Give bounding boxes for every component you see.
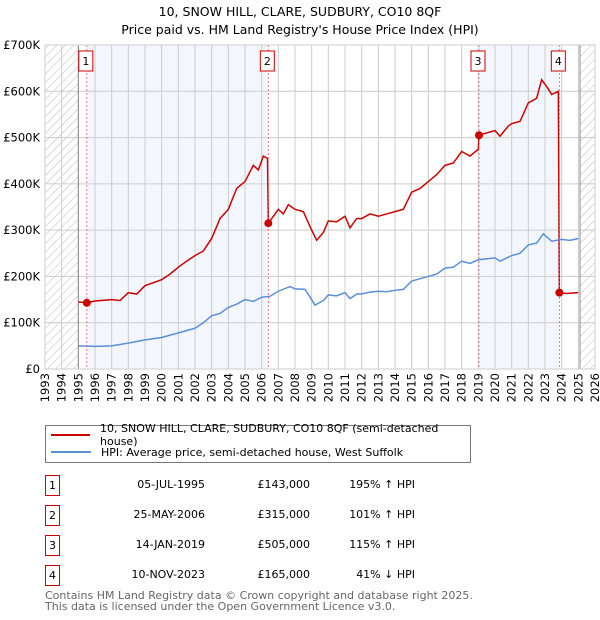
x-tick-label: 2006	[255, 373, 269, 402]
y-tick-label: £200K	[3, 269, 40, 283]
x-tick-label: 2003	[205, 373, 219, 402]
x-tick-label: 1996	[88, 373, 102, 402]
x-tick-label: 2015	[405, 373, 419, 402]
legend-swatch-property	[51, 434, 91, 436]
sale-row: 2 25-MAY-2006 £315,000 101% ↑ HPI	[45, 505, 465, 526]
sale-label-box	[259, 50, 275, 72]
plot-border	[44, 44, 596, 370]
x-tick-label: 2016	[421, 373, 435, 402]
sale-point	[475, 131, 483, 140]
footer-licence: This data is licensed under the Open Gov…	[45, 600, 396, 613]
chart-title: 10, SNOW HILL, CLARE, SUDBURY, CO10 8QF	[158, 4, 442, 19]
x-tick-label: 2011	[338, 373, 352, 402]
sale-label-number: 1	[82, 55, 89, 68]
sale-hpi-diff: 101% ↑ HPI	[349, 508, 415, 521]
y-tick-label: £700K	[3, 38, 40, 52]
x-tick-label: 2012	[355, 373, 369, 402]
sale-row: 3 14-JAN-2019 £505,000 115% ↑ HPI	[45, 535, 465, 556]
x-tick-label: 2004	[221, 373, 235, 402]
sale-date: 14-JAN-2019	[135, 538, 205, 551]
sale-date: 25-MAY-2006	[133, 508, 205, 521]
x-tick-label: 1998	[121, 373, 135, 402]
legend-label-hpi: HPI: Average price, semi-detached house,…	[101, 445, 404, 459]
hpi-line	[78, 232, 579, 348]
ownership-shade	[86, 45, 269, 369]
legend-label-property: 10, SNOW HILL, CLARE, SUDBURY, CO10 8QF …	[100, 422, 439, 448]
plot-area: £0 £100K £200K £300K £400K £500K £600K £700K 199…	[3, 38, 600, 402]
x-tick-label: 2018	[455, 373, 469, 402]
sale-hpi-diff: 115% ↑ HPI	[349, 538, 415, 551]
x-tick-label: 1993	[38, 373, 52, 402]
x-tick-label: 2013	[371, 373, 385, 402]
sale-point	[264, 219, 273, 228]
sale-label-number: 4	[555, 55, 562, 68]
x-tick-label: 2008	[288, 373, 302, 402]
footer-copyright: Contains HM Land Registry data © Crown c…	[45, 589, 473, 602]
sale-label-box	[550, 50, 566, 72]
x-tick-label: 2010	[321, 373, 335, 402]
sale-number-badge: 4	[45, 565, 60, 586]
y-tick-label: £500K	[3, 131, 40, 145]
y-tick-label: £100K	[3, 316, 40, 330]
sale-point	[555, 288, 564, 297]
sale-label-number: 3	[475, 55, 482, 68]
sale-date: 10-NOV-2023	[131, 568, 205, 581]
legend-swatch-hpi	[51, 451, 91, 453]
x-tick-label: 2005	[238, 373, 252, 402]
y-tick-label: £300K	[3, 223, 40, 237]
x-tick-label: 2021	[505, 373, 519, 402]
x-tick-label: 2024	[555, 373, 569, 402]
y-tick-label: £0	[25, 362, 40, 376]
sale-label-box	[78, 50, 94, 72]
hatched-region-post-data	[580, 45, 595, 369]
sale-price: £143,000	[257, 478, 311, 491]
sale-price: £505,000	[257, 538, 311, 551]
x-tick-label: 2007	[271, 373, 285, 402]
sale-hpi-diff: 195% ↑ HPI	[349, 478, 415, 491]
x-tick-label: 1999	[138, 373, 152, 402]
x-tick-label: 2019	[471, 373, 485, 402]
x-tick-label: 2000	[155, 373, 169, 402]
x-tick-label: 1995	[71, 373, 85, 402]
sale-number-badge: 1	[45, 475, 60, 496]
sale-number-badge: 3	[45, 535, 60, 556]
sale-point	[82, 298, 91, 307]
sale-row: 1 05-JUL-1995 £143,000 195% ↑ HPI	[45, 475, 465, 496]
x-tick-label: 2022	[521, 373, 535, 402]
x-tick-label: 2025	[571, 373, 585, 402]
sale-label-number: 2	[264, 55, 271, 68]
x-tick-label: 2026	[588, 373, 600, 402]
sale-number-badge: 2	[45, 505, 60, 526]
legend: 10, SNOW HILL, CLARE, SUDBURY, CO10 8QF …	[45, 422, 471, 463]
x-tick-label: 1994	[55, 373, 69, 402]
ownership-shade	[479, 45, 560, 369]
sale-price: £315,000	[257, 508, 311, 521]
sale-hpi-diff: 41% ↓ HPI	[356, 568, 415, 581]
sale-label-box	[470, 50, 486, 72]
x-tick-label: 2017	[438, 373, 452, 402]
sale-date: 05-JUL-1995	[137, 478, 205, 491]
x-tick-label: 2009	[305, 373, 319, 402]
x-tick-label: 2023	[538, 373, 552, 402]
y-tick-label: £400K	[3, 177, 40, 191]
chart-subtitle: Price paid vs. HM Land Registry's House …	[121, 22, 479, 37]
property-price-line	[78, 77, 579, 304]
x-tick-label: 2020	[488, 373, 502, 402]
x-tick-label: 2014	[388, 373, 402, 402]
x-tick-label: 2001	[171, 373, 185, 402]
x-tick-label: 2002	[188, 373, 202, 402]
x-tick-label: 1997	[105, 373, 119, 402]
sale-row: 4 10-NOV-2023 £165,000 41% ↓ HPI	[45, 565, 465, 586]
y-tick-label: £600K	[3, 84, 40, 98]
sale-price: £165,000	[257, 568, 311, 581]
